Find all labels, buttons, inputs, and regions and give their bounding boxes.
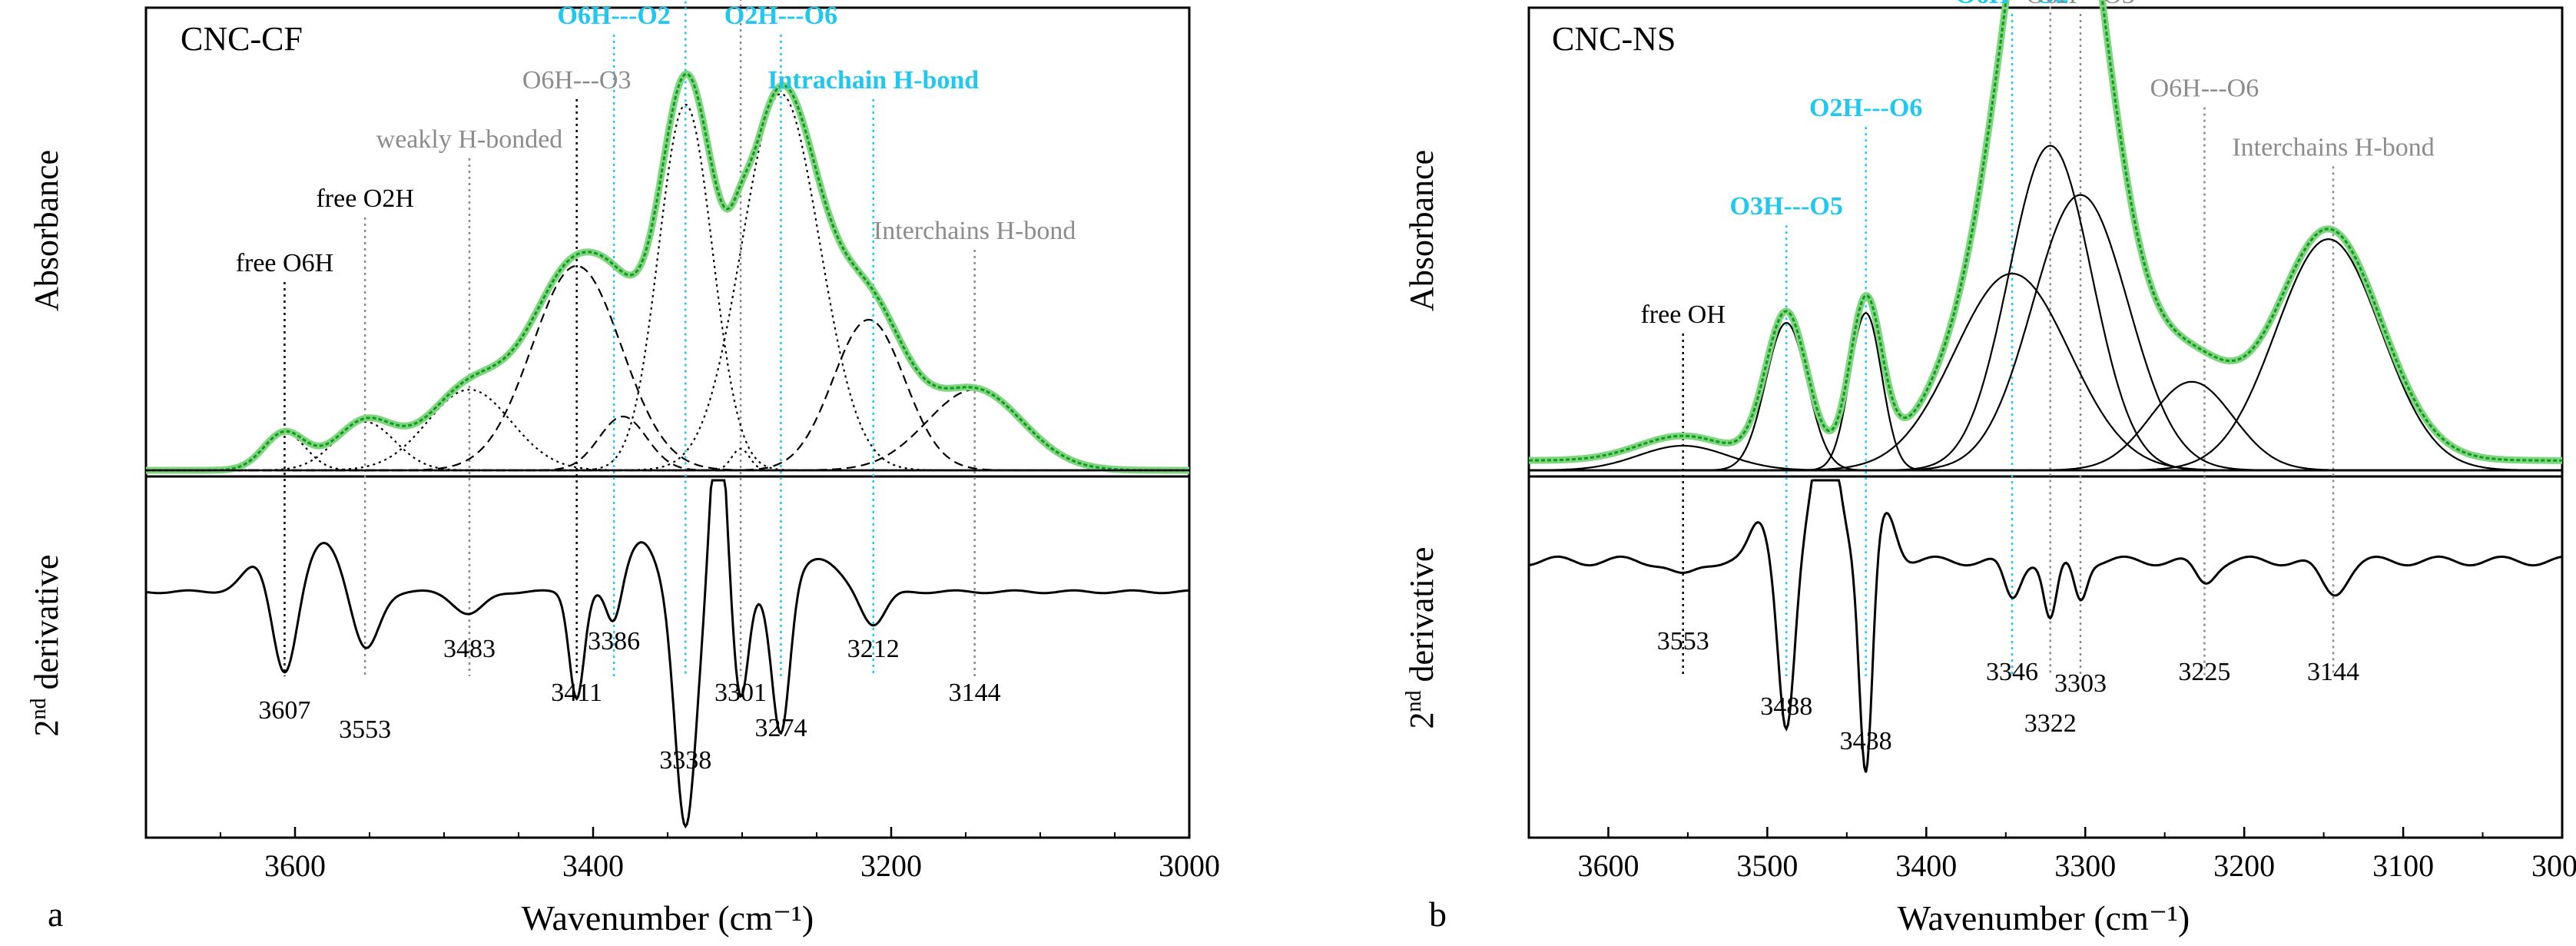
- derivative-label-3225: 3225: [2178, 658, 2230, 686]
- x-tick-label-3400: 3400: [1895, 848, 1957, 883]
- derivative-label-3301: 3301: [714, 679, 767, 707]
- panel-b-derivative: [1528, 479, 2563, 773]
- x-tick-label-3600: 3600: [264, 848, 326, 883]
- panel-b-ylabel-absorbance: Absorbance: [1403, 150, 1441, 311]
- second-derivative-curve: [1528, 479, 2563, 773]
- panel-a-assignment-labels: free O6H free O2H weakly H-bonded O6H---O3 O…: [236, 2, 1076, 277]
- panel-b-letter: b: [1429, 895, 1447, 934]
- panel-a-assignment-lines: [283, 0, 976, 676]
- fitted-envelope: [146, 72, 1189, 472]
- panel-a-ylabel-derivative-main: 2: [28, 719, 65, 736]
- panel-b-x-ticks: 3600 3500 3400 3300 3200 3100 3000: [1528, 827, 2576, 883]
- assignment-label-3212: Intrachain H-bond: [767, 66, 979, 95]
- assignment-label-3225: O6H---O6: [2150, 75, 2259, 103]
- panel-b-assignment-labels: free OHO3H---O5O2H---O6O6H---O2O6H---O2O…: [1640, 0, 2434, 329]
- panel-a-ylabel-derivative-sup: nd: [27, 698, 51, 719]
- assignment-label-3553: free O2H: [316, 184, 413, 213]
- derivative-label-3303: 3303: [2054, 669, 2107, 698]
- panel-b-derivative-frame: [1527, 475, 2564, 839]
- derivative-label-3483: 3483: [443, 635, 496, 663]
- derivative-label-3386: 3386: [588, 627, 640, 656]
- derivative-label-3553: 3553: [339, 715, 391, 744]
- component-curve-3338: [146, 103, 1189, 472]
- x-tick-label-3200: 3200: [2213, 848, 2275, 883]
- panel-a-derivative: [145, 479, 1190, 829]
- panel-b-xlabel: Wavenumber (cm⁻¹): [1898, 898, 2190, 938]
- panel-b-ylabel-derivative-main: 2: [1403, 712, 1441, 729]
- assignment-label-3144: Interchains H-bond: [874, 217, 1076, 245]
- x-tick-label-3300: 3300: [2054, 848, 2116, 883]
- panel-b-envelope: [1529, 0, 2562, 472]
- component-curve-3303: [1529, 194, 2562, 472]
- assignment-label-3346: O6H---O2: [1955, 0, 2068, 9]
- panel-a-letter: a: [48, 895, 63, 934]
- assignment-label-3144: Interchains H-bond: [2232, 133, 2434, 161]
- derivative-label-3553: 3553: [1657, 627, 1709, 656]
- fitted-envelope: [1529, 0, 2562, 462]
- assignment-label-3411: O6H---O3: [522, 66, 632, 95]
- derivative-label-3274: 3274: [754, 714, 807, 742]
- x-tick-label-3200: 3200: [860, 848, 922, 883]
- panel-b-assignment-lines: [1682, 0, 2335, 676]
- derivative-label-3488: 3488: [1760, 692, 1812, 721]
- assignment-label-3607: free O6H: [236, 249, 333, 277]
- panel-a-envelope: [146, 70, 1189, 474]
- panel-b-sample-label: CNC-NS: [1552, 20, 1676, 58]
- assignment-label-3438: O2H---O6: [1809, 94, 1922, 122]
- panel-b-ylabel-derivative-sup: nd: [1402, 690, 1426, 712]
- panel-b-ylabel-derivative: 2nd derivative: [1402, 547, 1441, 729]
- panel-a-x-ticks: 3600 3400 3200 3000: [145, 827, 1220, 883]
- derivative-label-3607: 3607: [258, 696, 310, 725]
- panel-a-derivative-frame: [144, 475, 1191, 839]
- derivative-label-3212: 3212: [847, 635, 900, 663]
- x-tick-label-3100: 3100: [2372, 848, 2434, 883]
- derivative-label-3144: 3144: [949, 679, 1001, 707]
- panel-b-derivative-labels: 3553 3488 3438 3346 3322 3303 3225 3144: [1657, 627, 2359, 755]
- assignment-label-3274: O2H---O6: [724, 2, 837, 30]
- x-tick-label-3000: 3000: [2531, 848, 2576, 883]
- panel-a-sample-label: CNC-CF: [181, 20, 303, 58]
- derivative-label-3346: 3346: [1986, 658, 2038, 686]
- x-tick-label-3000: 3000: [1159, 848, 1220, 883]
- second-derivative-curve: [145, 479, 1190, 829]
- panel-b: Absorbance 2nd derivative free OH O3H---O…: [1402, 0, 2576, 938]
- component-curve-3301: [146, 447, 1189, 472]
- panel-b-ylabel-derivative-rest: derivative: [1403, 547, 1441, 691]
- panel-b-absorbance-frame: [1527, 6, 2564, 478]
- assignment-label-3488: O3H---O5: [1730, 192, 1843, 221]
- x-tick-label-3600: 3600: [1577, 848, 1639, 883]
- panel-a-ylabel-derivative: 2nd derivative: [27, 555, 65, 737]
- assignment-label-3386: O6H---O2: [558, 2, 671, 30]
- assignment-label-3483: weakly H-bonded: [376, 125, 563, 154]
- derivative-label-3338: 3338: [659, 746, 711, 775]
- x-tick-label-3500: 3500: [1736, 848, 1798, 883]
- component-curve-3215: [146, 318, 1189, 472]
- derivative-label-3144: 3144: [2307, 658, 2359, 686]
- panel-a-ylabel-derivative-rest: derivative: [28, 555, 65, 699]
- assignment-label-3553: free OH: [1640, 300, 1725, 329]
- panel-a-ylabel-absorbance: Absorbance: [28, 150, 65, 311]
- x-tick-label-3400: 3400: [562, 848, 624, 883]
- panel-a-xlabel: Wavenumber (cm⁻¹): [522, 898, 814, 938]
- panel-a-derivative-labels: 3607 3553 3483 3411 3386 3338 3301 3274 3212 3144: [258, 627, 1000, 775]
- derivative-label-3322: 3322: [2024, 709, 2077, 738]
- experimental-spectrum: [1529, 0, 2562, 464]
- assignment-label-3303: O6H---O3: [2026, 0, 2135, 9]
- derivative-label-3411: 3411: [551, 679, 602, 707]
- derivative-label-3438: 3438: [1840, 727, 1892, 755]
